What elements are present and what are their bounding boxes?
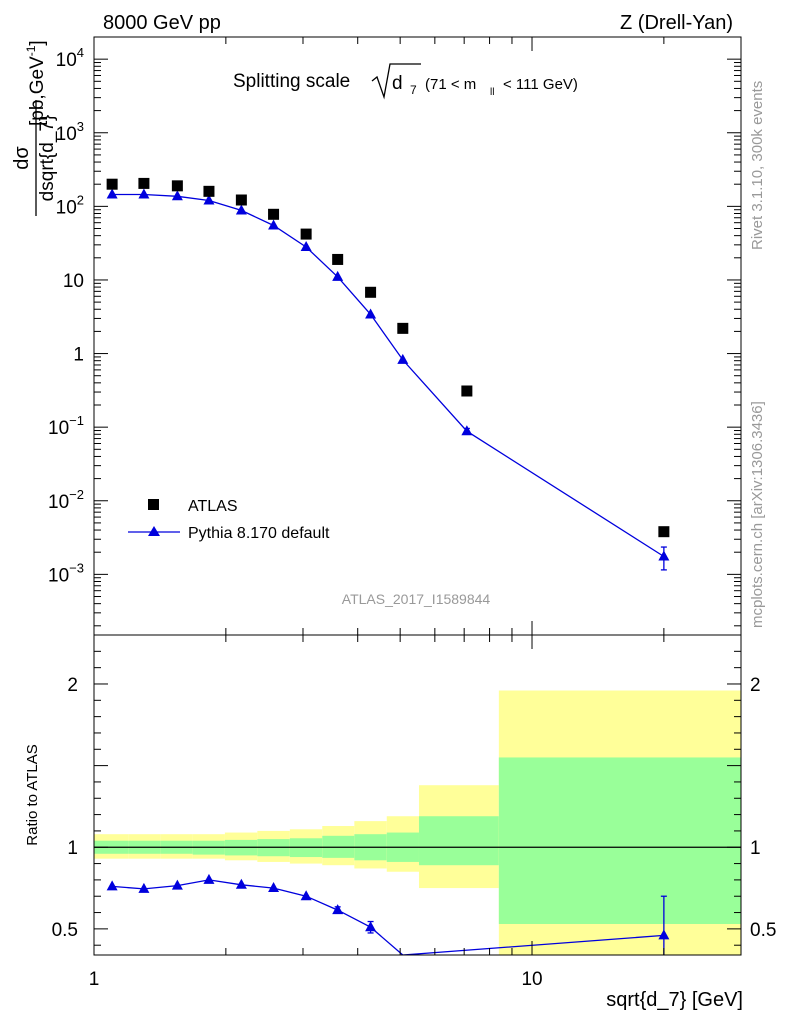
ylabel-unit: [pb,GeV (27, 56, 48, 126)
atlas-point (268, 208, 280, 220)
ratio-pythia-point (332, 904, 344, 915)
ratio-pythia-point (365, 921, 377, 932)
atlas-point (461, 385, 473, 397)
ratio-pythia-point (268, 882, 280, 893)
atlas-point (106, 178, 118, 190)
y-tick-label: 102 (56, 192, 84, 218)
main-ylabel: dσ dsqrt{d_7} (11, 100, 58, 216)
pythia-point (106, 188, 118, 199)
ylabel-denominator: dsqrt{d_7} (37, 115, 58, 202)
pythia-point (300, 241, 312, 252)
legend-atlas-label: ATLAS (188, 498, 238, 515)
legend-atlas-marker (148, 499, 159, 510)
pythia-point (235, 204, 247, 215)
ylabel-numerator: dσ (11, 146, 33, 170)
ratio-data-layer (94, 690, 741, 955)
y-tick-label: 10−1 (48, 413, 84, 439)
ratio-frame (93, 634, 742, 956)
ratio-pythia-point (203, 873, 215, 884)
title-text: Splitting scale (233, 71, 350, 92)
ratio-pythia-point (300, 890, 312, 901)
atlas-point (171, 180, 183, 192)
y-tick-label: 104 (56, 45, 84, 71)
pythia-line (112, 193, 665, 558)
ratio-y-tick-label-right: 1 (750, 838, 761, 859)
ratio-y-ticks: 0.5 0.5 1 1 2 2 (52, 650, 776, 946)
ratio-pythia-point (171, 879, 183, 890)
x-tick-label: 1 (89, 969, 100, 990)
ratio-y-tick-label-left: 0.5 (52, 920, 78, 941)
legend-pythia-label: Pythia 8.170 default (188, 525, 330, 542)
ratio-pythia-point (106, 880, 118, 891)
pythia-point (171, 190, 183, 201)
pythia-point (365, 308, 377, 319)
pythia-point (138, 188, 150, 199)
ylabel-unit-sup: -1 (24, 45, 38, 56)
main-frame (93, 36, 742, 636)
atlas-point (397, 322, 409, 334)
pythia-point (332, 270, 344, 281)
main-data-layer (106, 177, 670, 571)
atlas-point (658, 526, 670, 538)
header-left: 8000 GeV pp (103, 12, 221, 34)
atlas-point (235, 194, 247, 206)
title-cut-end: < 111 GeV) (503, 76, 578, 93)
ratio-x-ticks: 1 10 (89, 635, 742, 990)
atlas-point (203, 185, 215, 197)
pythia-point (658, 550, 670, 561)
atlas-point (300, 228, 312, 240)
ratio-panel: 0.5 0.5 1 1 2 2 1 10 Ratio to ATLAS sqrt{d_7} … (24, 634, 776, 1011)
ratio-y-tick-label-left: 2 (67, 675, 78, 696)
sqrt-sign-icon (371, 63, 421, 100)
title-symbol-sub: 7 (410, 83, 417, 97)
atlas-point (365, 286, 377, 298)
atlas-point (138, 177, 150, 189)
header-right: Z (Drell-Yan) (620, 12, 733, 34)
pythia-point (203, 194, 215, 205)
ratio-green-band (418, 816, 499, 866)
ratio-ylabel: Ratio to ATLAS (24, 744, 41, 845)
ratio-green-band (498, 757, 741, 924)
ratio-y-tick-label-right: 2 (750, 675, 761, 696)
x-tick-label: 10 (521, 969, 542, 990)
title-symbol: d (392, 73, 403, 94)
pythia-point (268, 219, 280, 230)
analysis-watermark: ATLAS_2017_I1589844 (342, 591, 491, 607)
title-cut: (71 < m (425, 76, 476, 93)
rivet-label: Rivet 3.1.10, 300k events (749, 81, 766, 250)
x-axis-label: sqrt{d_7} [GeV] (606, 989, 743, 1011)
y-tick-label: 10−3 (48, 560, 84, 586)
svg-text:[pb,GeV-1]: [pb,GeV-1] (24, 40, 48, 126)
ratio-y-tick-label-left: 1 (67, 838, 78, 859)
atlas-point (332, 253, 344, 265)
y-tick-label: 1 (73, 345, 84, 366)
ratio-y-tick-label-right: 0.5 (750, 920, 776, 941)
main-title: Splitting scale d 7 (71 < m ll < 111 GeV… (233, 63, 578, 100)
y-tick-label: 10−2 (48, 487, 84, 513)
ratio-bands (94, 690, 741, 955)
main-x-ticks (93, 37, 742, 635)
pythia-point (461, 425, 473, 436)
y-tick-label: 103 (56, 119, 84, 145)
ratio-pythia-point (658, 929, 670, 940)
ratio-pythia-point (235, 878, 247, 889)
title-cut-sub: ll (490, 87, 494, 98)
pythia-point (397, 353, 409, 364)
ratio-pythia-point (138, 882, 150, 893)
y-tick-label: 10 (63, 271, 84, 292)
legend-pythia-marker (148, 526, 160, 536)
legend: ATLAS Pythia 8.170 default (128, 498, 330, 542)
main-ylabel-unit: [pb,GeV-1] (24, 40, 48, 126)
ylabel-unit-end: ] (27, 40, 48, 45)
mcplots-label: mcplots.cern.ch [arXiv:1306.3436] (749, 401, 766, 628)
